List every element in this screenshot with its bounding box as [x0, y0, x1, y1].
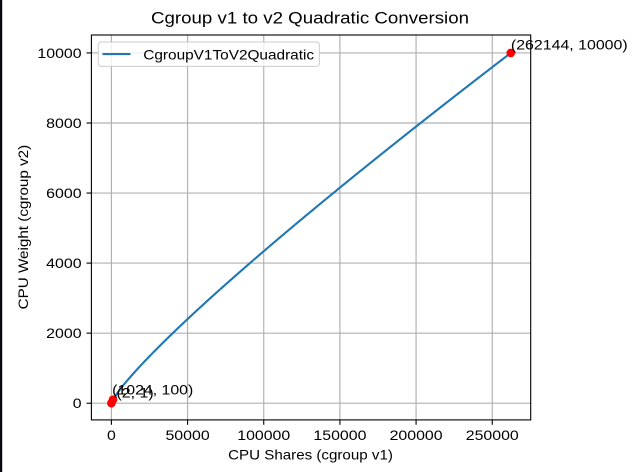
svg-text:CPU Weight (cgroup v2): CPU Weight (cgroup v2) [15, 145, 31, 310]
svg-text:CPU Shares (cgroup v1): CPU Shares (cgroup v1) [228, 447, 393, 463]
svg-text:8000: 8000 [46, 115, 82, 131]
svg-text:(2, 1): (2, 1) [117, 384, 154, 400]
svg-text:0: 0 [107, 427, 116, 443]
svg-text:200000: 200000 [390, 427, 443, 443]
svg-text:4000: 4000 [46, 255, 82, 271]
svg-text:6000: 6000 [46, 185, 82, 201]
svg-text:CgroupV1ToV2Quadratic: CgroupV1ToV2Quadratic [143, 46, 314, 62]
svg-text:10000: 10000 [37, 45, 81, 61]
svg-text:2000: 2000 [46, 325, 82, 341]
svg-text:0: 0 [73, 395, 82, 411]
svg-text:Cgroup v1 to v2 Quadratic Conv: Cgroup v1 to v2 Quadratic Conversion [151, 8, 469, 27]
svg-text:50000: 50000 [165, 427, 209, 443]
svg-text:150000: 150000 [313, 427, 366, 443]
svg-text:(1024, 100): (1024, 100) [112, 382, 193, 398]
svg-text:(262144, 10000): (262144, 10000) [511, 37, 628, 53]
svg-text:250000: 250000 [466, 427, 519, 443]
svg-text:100000: 100000 [237, 427, 290, 443]
